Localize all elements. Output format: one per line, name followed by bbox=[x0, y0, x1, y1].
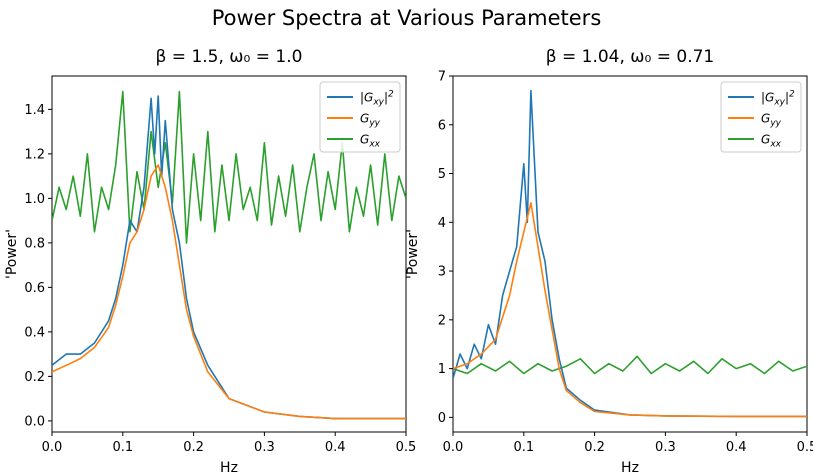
series-line-gyy bbox=[52, 164, 406, 420]
y-axis-label: 'Power' bbox=[405, 229, 421, 279]
y-tick-label: 0.8 bbox=[24, 236, 45, 251]
axes-frame bbox=[452, 75, 808, 433]
x-axis-label: Hz bbox=[220, 460, 238, 476]
y-axis-label: 'Power' bbox=[4, 229, 20, 279]
x-tick-label: 0.5 bbox=[396, 440, 417, 455]
legend-box bbox=[720, 81, 802, 153]
axes-frame bbox=[51, 75, 407, 433]
figure-title: Power Spectra at Various Parameters bbox=[211, 6, 602, 30]
x-tick-label: 0.1 bbox=[112, 440, 133, 455]
y-tick-label: 2 bbox=[438, 313, 446, 328]
x-tick-label: 0.4 bbox=[726, 440, 747, 455]
x-tick-label: 0.2 bbox=[584, 440, 605, 455]
x-tick-label: 0.0 bbox=[443, 440, 464, 455]
y-tick-label: 4 bbox=[438, 216, 446, 231]
series-line-gxx bbox=[453, 355, 807, 375]
left-subplot: β = 1.5, ω₀ = 1.0 0.0 0.1 0.2 0.3 0.4 0.5 0.0 0.… bbox=[4, 47, 416, 476]
y-tick-label: 0.2 bbox=[24, 370, 45, 385]
x-tick-label: 0.5 bbox=[797, 440, 813, 455]
y-tick-label: 0.6 bbox=[24, 281, 45, 296]
y-tick-label: 5 bbox=[438, 167, 446, 182]
plot-area bbox=[453, 89, 807, 418]
x-tick-label: 0.4 bbox=[325, 440, 346, 455]
y-tick-label: 1.0 bbox=[24, 192, 45, 207]
series-line-gxx bbox=[52, 90, 406, 244]
y-tick-label: 0.0 bbox=[24, 414, 45, 429]
x-tick-label: 0.3 bbox=[254, 440, 275, 455]
subplot-title: β = 1.5, ω₀ = 1.0 bbox=[156, 47, 303, 67]
y-tick-label: 1.4 bbox=[24, 103, 45, 118]
y-tick-label: 3 bbox=[438, 265, 446, 280]
x-tick-label: 0.1 bbox=[513, 440, 534, 455]
right-subplot: β = 1.04, ω₀ = 0.71 0.0 0.1 0.2 0.3 0.4 0.5 0 1 2… bbox=[405, 47, 813, 476]
subplot-title: β = 1.04, ω₀ = 0.71 bbox=[546, 47, 715, 67]
y-tick-label: 6 bbox=[438, 118, 446, 133]
series-line-gxy bbox=[453, 89, 807, 418]
legend-box bbox=[319, 81, 401, 153]
legend-entry-label: |Gxy|2 bbox=[360, 90, 394, 108]
y-tick-label: 7 bbox=[438, 70, 446, 85]
y-tick-label: 1 bbox=[438, 362, 446, 377]
x-axis-label: Hz bbox=[621, 460, 639, 476]
y-tick-label: 0 bbox=[438, 411, 446, 426]
series-line-gyy bbox=[453, 202, 807, 418]
plot-area bbox=[52, 90, 406, 420]
x-tick-label: 0.0 bbox=[42, 440, 63, 455]
legend-entry-label: |Gxy|2 bbox=[761, 90, 795, 108]
x-tick-label: 0.2 bbox=[183, 440, 204, 455]
y-tick-label: 0.4 bbox=[24, 325, 45, 340]
x-tick-label: 0.3 bbox=[655, 440, 676, 455]
y-tick-label: 1.2 bbox=[24, 147, 45, 162]
